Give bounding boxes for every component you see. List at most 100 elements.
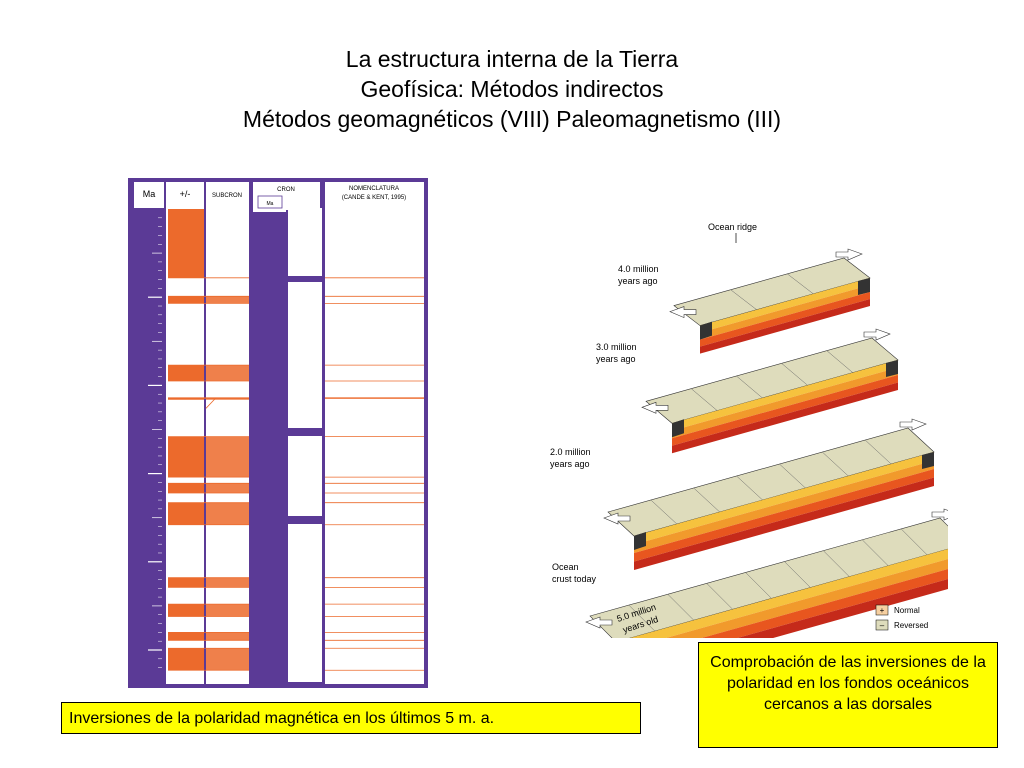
stripe-divider bbox=[826, 350, 853, 373]
spread-arrow-left bbox=[641, 401, 669, 414]
normal-polarity-band bbox=[168, 648, 204, 671]
legend-reversed-label: Reversed bbox=[894, 621, 928, 630]
epoch-box-gauss bbox=[288, 436, 322, 516]
spread-arrow-left bbox=[669, 306, 697, 319]
stripe-divider bbox=[745, 572, 772, 599]
block-front-layer bbox=[672, 382, 898, 454]
ma-header-cell bbox=[134, 182, 164, 208]
epoch-box-gilbert bbox=[288, 524, 322, 682]
legend-normal-label: Normal bbox=[894, 606, 920, 615]
subchron-band bbox=[206, 365, 249, 381]
header-ma: Ma bbox=[143, 189, 156, 199]
label-3ma-line2: years ago bbox=[596, 354, 636, 364]
reunion-pointer bbox=[205, 397, 217, 409]
block-front-layer bbox=[672, 375, 898, 446]
epoch-box-brunhes bbox=[288, 208, 322, 276]
block-front-layer bbox=[701, 569, 948, 638]
block-front-layer bbox=[672, 360, 898, 431]
spreading-block-3 bbox=[603, 418, 935, 570]
subchron-band bbox=[206, 604, 249, 617]
label-today-line1: Ocean bbox=[552, 562, 579, 572]
subchron-band bbox=[206, 436, 249, 478]
subchron-band bbox=[206, 296, 249, 304]
spread-arrow-right bbox=[835, 248, 863, 261]
subchron-band bbox=[206, 483, 249, 494]
stripe-divider bbox=[779, 463, 806, 489]
stripe-divider bbox=[730, 289, 757, 310]
block-front-layer bbox=[634, 469, 934, 562]
stripe-divider bbox=[781, 363, 808, 386]
block-front-layer bbox=[630, 549, 948, 638]
block-right-edge bbox=[922, 452, 934, 469]
normal-polarity-band bbox=[168, 632, 204, 641]
subchron-band bbox=[206, 632, 249, 641]
subchron-band bbox=[206, 577, 249, 588]
title-line-2: Geofísica: Métodos indirectos bbox=[360, 76, 664, 102]
label-4ma-line2: years ago bbox=[618, 276, 658, 286]
block-left-edge bbox=[634, 532, 646, 550]
stripe-divider bbox=[691, 388, 718, 411]
right-caption: Comprobación de las inversiones de la po… bbox=[710, 654, 986, 713]
stripe-divider bbox=[900, 528, 928, 556]
block-left-edge bbox=[700, 321, 712, 340]
cron-ma-subheader bbox=[257, 195, 283, 209]
nomenclature-column bbox=[325, 182, 424, 684]
block-left-edge bbox=[672, 419, 684, 438]
label-today-line2: crust today bbox=[552, 574, 597, 584]
left-caption-box: Inversiones de la polaridad magnética en… bbox=[61, 702, 641, 734]
label-ocean-ridge: Ocean ridge bbox=[708, 222, 757, 232]
cron-header-cell-2 bbox=[286, 182, 320, 210]
stripe-divider bbox=[628, 604, 656, 632]
spread-arrow-right bbox=[931, 508, 948, 521]
label-2ma-line1: 2.0 million bbox=[550, 447, 591, 457]
legend-reversed-symbol: – bbox=[880, 621, 885, 630]
legend-reversed-swatch bbox=[875, 619, 889, 631]
spread-arrow-left bbox=[603, 512, 631, 525]
normal-polarity-band bbox=[168, 365, 204, 381]
stripe-divider bbox=[667, 594, 694, 621]
block-front-layer bbox=[700, 292, 870, 347]
normal-polarity-band bbox=[168, 502, 204, 525]
normal-polarity-band bbox=[168, 483, 204, 494]
spreading-block-4 bbox=[585, 508, 948, 638]
block-front-layer bbox=[700, 285, 870, 340]
stripe-divider bbox=[862, 539, 889, 566]
spread-arrow-left bbox=[585, 616, 613, 629]
header-polarity: +/- bbox=[180, 189, 191, 199]
block-front-layer bbox=[634, 460, 934, 553]
stripe-divider bbox=[736, 475, 763, 501]
polarity-timescale-table: Ma +/- SUBCRON CRON Ma NOMENCLATURA (CAN… bbox=[128, 178, 428, 688]
normal-polarity-band bbox=[168, 577, 204, 588]
header-nomenclature: NOMENCLATURA bbox=[349, 186, 399, 192]
stripe-divider bbox=[650, 499, 678, 525]
stripe-divider bbox=[787, 273, 814, 295]
subchron-band bbox=[206, 648, 249, 671]
stripe-divider bbox=[823, 550, 850, 577]
header-chron: CRON bbox=[277, 187, 295, 193]
stripe-divider bbox=[864, 439, 892, 465]
block-front-layer bbox=[666, 559, 948, 638]
spreading-block-2 bbox=[641, 328, 899, 454]
seafloor-spreading-diagram: Ocean ridge 4.0 million years ago 3.0 mi… bbox=[550, 222, 948, 638]
right-caption-box: Comprobación de las inversiones de la po… bbox=[698, 642, 998, 748]
stripe-divider bbox=[736, 375, 763, 399]
normal-polarity-band bbox=[168, 209, 204, 278]
legend-normal-swatch bbox=[875, 604, 889, 616]
title-line-1: La estructura interna de la Tierra bbox=[345, 46, 679, 72]
legend-normal-symbol: + bbox=[880, 606, 885, 615]
block-front-layer bbox=[634, 452, 934, 545]
normal-polarity-band bbox=[168, 296, 204, 304]
subchron-band bbox=[206, 502, 249, 525]
slide-title: La estructura interna de la Tierra Geofí… bbox=[0, 44, 1024, 134]
normal-polarity-band bbox=[168, 436, 204, 478]
block-front-layer bbox=[700, 299, 870, 354]
left-caption: Inversiones de la polaridad magnética en… bbox=[69, 710, 495, 727]
block-right-edge bbox=[858, 278, 870, 295]
spread-arrow-right bbox=[863, 328, 891, 341]
spreading-block-1 bbox=[669, 248, 871, 354]
label-4ma-line1: 4.0 million bbox=[618, 264, 659, 274]
block-right-edge bbox=[886, 360, 898, 377]
label-2ma-line2: years ago bbox=[550, 459, 590, 469]
block-front-layer bbox=[634, 477, 934, 570]
title-line-3: Métodos geomagnéticos (VIII) Paleomagnet… bbox=[242, 106, 782, 132]
